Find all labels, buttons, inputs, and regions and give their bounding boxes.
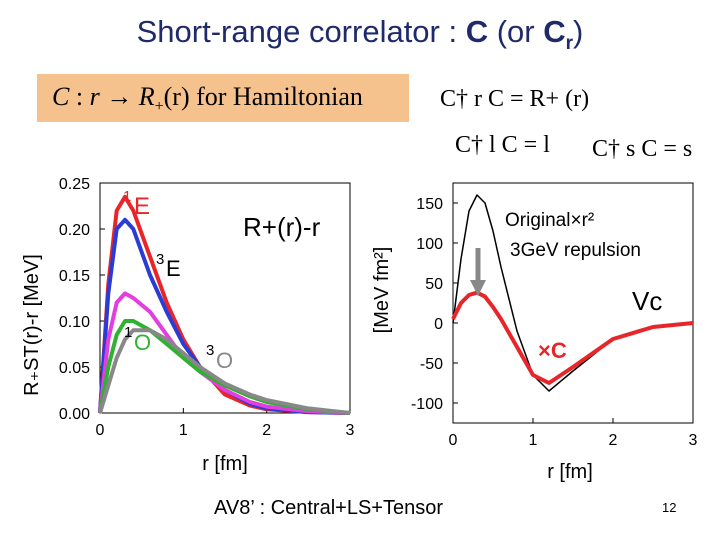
y-tick-label: 50 bbox=[425, 276, 443, 293]
y-tick-label: 100 bbox=[416, 236, 443, 253]
label-3o-sup: 3 bbox=[206, 342, 214, 359]
ham-plus: + bbox=[154, 98, 164, 116]
footer-text: AV8’ : Central+LS+Tensor bbox=[214, 497, 444, 519]
y-tick-label: 0.10 bbox=[59, 314, 90, 331]
label-1o: O bbox=[134, 330, 151, 355]
relation-l: C† l C = l bbox=[455, 132, 550, 158]
label-3o: O bbox=[216, 348, 233, 373]
y-tick-label: 150 bbox=[416, 196, 443, 213]
right-chart: 0 1 2 3 150 100 50 0 -50 -100 [MeV fm²] r [fm] Or… bbox=[371, 182, 698, 483]
annotation-vc: Vc bbox=[632, 286, 662, 316]
left-xlabel: r [fm] bbox=[202, 453, 248, 475]
plot-frame bbox=[99, 182, 351, 414]
y-tick-label: 0.25 bbox=[59, 176, 90, 193]
x-tick-label: 3 bbox=[689, 432, 698, 449]
ham-tail: for Hamiltonian bbox=[189, 82, 363, 111]
label-1e-sup: 1 bbox=[123, 188, 131, 205]
hamiltonian-formula: C : r → R+(r) for Hamiltonian bbox=[52, 82, 363, 116]
y-tick-label: 0.20 bbox=[59, 222, 90, 239]
ham-c: C bbox=[52, 82, 70, 111]
y-tick-label: -50 bbox=[420, 356, 443, 373]
ham-r: r bbox=[89, 82, 100, 111]
title-cr-sub: r bbox=[565, 33, 574, 55]
y-tick-label: -100 bbox=[411, 396, 443, 413]
x-tick-label: 3 bbox=[346, 422, 355, 439]
ham-R: R bbox=[138, 82, 155, 111]
title-close: ) bbox=[573, 14, 584, 49]
title-open: (or bbox=[488, 14, 544, 49]
series-line bbox=[451, 290, 694, 385]
x-tick-label: 0 bbox=[449, 432, 458, 449]
slide-title: Short-range correlator : C (or Cr) bbox=[0, 14, 720, 55]
repulsion-arrow bbox=[470, 248, 486, 296]
ham-colon: : bbox=[69, 82, 90, 111]
relation-s: C† s C = s bbox=[592, 136, 693, 162]
label-3e: E bbox=[166, 256, 181, 281]
x-tick-label: 1 bbox=[179, 422, 188, 439]
y-tick-label: 0.15 bbox=[59, 268, 90, 285]
page-number: 12 bbox=[662, 500, 677, 515]
x-tick-label: 2 bbox=[609, 432, 618, 449]
annotation-original: Original×r² bbox=[505, 210, 594, 231]
right-xlabel: r [fm] bbox=[547, 461, 593, 483]
x-tick-label: 0 bbox=[96, 422, 105, 439]
x-tick-label: 1 bbox=[529, 432, 538, 449]
label-1e: E bbox=[134, 193, 150, 220]
right-ylabel: [MeV fm²] bbox=[371, 247, 393, 334]
label-3e-sup: 3 bbox=[156, 251, 164, 268]
left-annotation: R+(r)-r bbox=[243, 212, 321, 242]
x-tick-label: 2 bbox=[262, 422, 271, 439]
title-cr: C bbox=[543, 14, 566, 49]
y-tick-label: 0.00 bbox=[59, 406, 90, 423]
relation-r: C† r C = R+ (r) bbox=[440, 86, 590, 112]
plot-frame bbox=[452, 182, 694, 424]
annotation-xc: ×C bbox=[538, 338, 567, 363]
ham-arrow: → bbox=[106, 82, 133, 111]
ham-arg: (r) bbox=[163, 82, 190, 111]
y-tick-label: 0 bbox=[434, 316, 443, 333]
hamiltonian-box bbox=[37, 74, 409, 122]
y-tick-label: 0.05 bbox=[59, 360, 90, 377]
left-ylabel: R₊ST(r)-r [MeV] bbox=[21, 254, 43, 396]
label-1o-sup: 1 bbox=[124, 324, 132, 341]
title-text: Short-range correlator : bbox=[136, 14, 466, 49]
title-c: C bbox=[465, 14, 489, 49]
left-chart: 0 1 2 3 0.00 0.05 0.10 0.15 0.20 0.25 R₊ST(r)-r [… bbox=[21, 176, 355, 475]
series-line bbox=[98, 328, 351, 415]
annotation-repulsion: 3GeV repulsion bbox=[510, 240, 641, 261]
